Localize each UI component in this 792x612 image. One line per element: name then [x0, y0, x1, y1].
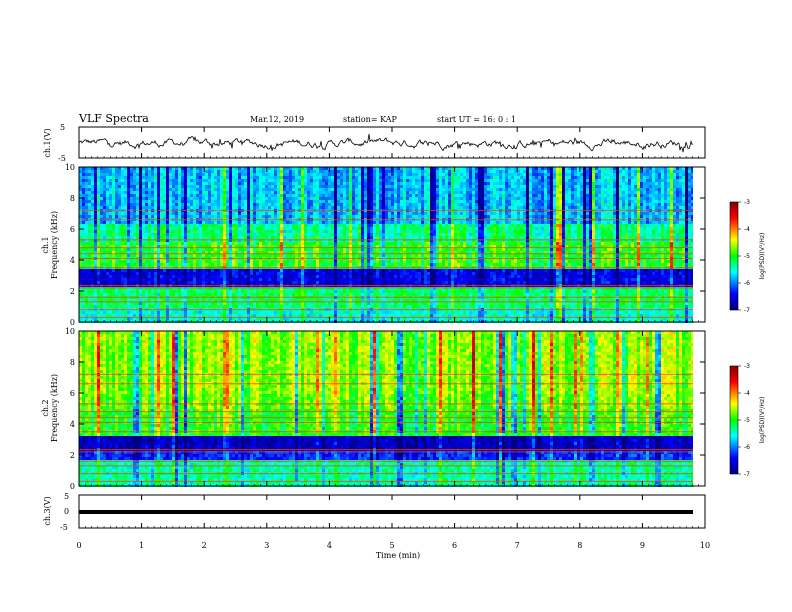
- ch2-spec-ylabel-freq: Frequency (kHz): [50, 374, 59, 442]
- ch2-spec-ytick: 2: [70, 451, 75, 460]
- x-tick-label: 1: [139, 541, 144, 550]
- x-tick-label: 10: [700, 541, 710, 550]
- ch2-spec-ytick: 4: [70, 420, 75, 429]
- ch1-spec-ylabel-freq: Frequency (kHz): [50, 211, 59, 279]
- ch3-ytick-top: 5: [64, 492, 69, 501]
- ch2-colorbar-gradient: [729, 365, 739, 475]
- ch2-spectrogram-panel: 0 2 4 6 8 10 ch.2 Frequency (kHz): [41, 327, 706, 491]
- ch1-colorbar-tick: -7: [744, 307, 750, 314]
- ch2-spec-ylabel: ch.2: [41, 399, 50, 416]
- ch3-ylabel: ch.3(V): [43, 496, 52, 525]
- ch1-spec-ytick: 2: [70, 287, 75, 296]
- ch2-colorbar-tick: -4: [744, 390, 750, 397]
- x-tick-label: 6: [452, 541, 457, 550]
- x-tick-label: 5: [389, 541, 394, 550]
- ch2-colorbar-tick: -3: [744, 363, 750, 370]
- ch1-spectrogram-image: [79, 167, 705, 323]
- ch1-ylabel: ch.1(V): [43, 128, 52, 157]
- ch2-colorbar: -3 -4 -5 -6 -7 log(PSD)(V²/Hz): [729, 363, 766, 478]
- ch1-spec-ytick: 0: [70, 318, 75, 327]
- ch1-spec-ytick: 10: [65, 163, 75, 172]
- x-axis-label: Time (min): [376, 551, 420, 560]
- ch1-spectrogram-panel: 0 2 4 6 8 10 ch.1 Frequency (kHz): [41, 163, 706, 327]
- ch2-spec-ytick: 8: [70, 358, 75, 367]
- ch1-ytick-top: 5: [60, 123, 65, 132]
- ch2-colorbar-tick: -5: [744, 417, 750, 424]
- x-tick-label: 7: [515, 541, 520, 550]
- ch3-ytick-mid: 0: [64, 507, 69, 516]
- ch3-panel: 5 0 -5 ch.3(V) 0 1 2 3 4 5 6 7 8 9 10 Time (min): [43, 127, 710, 560]
- x-tick-label: 3: [264, 541, 269, 550]
- ch1-spec-ytick: 4: [70, 256, 75, 265]
- ch1-colorbar-tick: -6: [744, 280, 750, 287]
- figure-title: VLF Spectra: [78, 112, 149, 125]
- ch1-spec-ylabel: ch.1: [41, 236, 50, 253]
- ch2-spec-ytick: 0: [70, 482, 75, 491]
- ch1-colorbar-gradient: [729, 201, 739, 311]
- station-label: station= KAP: [343, 115, 398, 124]
- ch2-colorbar-label: log(PSD)(V²/Hz): [759, 397, 766, 444]
- ch2-spec-ytick: 6: [70, 389, 75, 398]
- x-tick-label: 2: [202, 541, 207, 550]
- ch1-colorbar: -3 -4 -5 -6 -7 log(PSD)(V²/Hz): [729, 199, 766, 314]
- ch1-ytick-bottom: -5: [58, 154, 66, 163]
- ch1-spec-ytick: 6: [70, 225, 75, 234]
- x-tick-label: 9: [640, 541, 645, 550]
- ch2-spec-ytick: 10: [65, 327, 75, 336]
- ch1-waveform-line: [78, 133, 694, 153]
- x-tick-label: 8: [577, 541, 582, 550]
- ch1-colorbar-label: log(PSD)(V²/Hz): [759, 233, 766, 280]
- ch1-waveform-panel: 5 -5 ch.1(V): [43, 123, 706, 163]
- ch2-spectrogram-image: [79, 331, 705, 487]
- ch3-ytick-bottom: -5: [60, 523, 68, 532]
- ch1-spec-ytick: 8: [70, 194, 75, 203]
- ch1-colorbar-tick: -3: [744, 199, 750, 206]
- ch2-colorbar-tick: -7: [744, 471, 750, 478]
- ch2-colorbar-tick: -6: [744, 444, 750, 451]
- x-tick-label: 0: [76, 541, 81, 550]
- ch1-colorbar-tick: -5: [744, 253, 750, 260]
- ch1-colorbar-tick: -4: [744, 226, 750, 233]
- date-label: Mar.12, 2019: [250, 115, 304, 124]
- x-tick-label: 4: [327, 541, 332, 550]
- start-time-label: start UT = 16: 0 : 1: [437, 115, 516, 124]
